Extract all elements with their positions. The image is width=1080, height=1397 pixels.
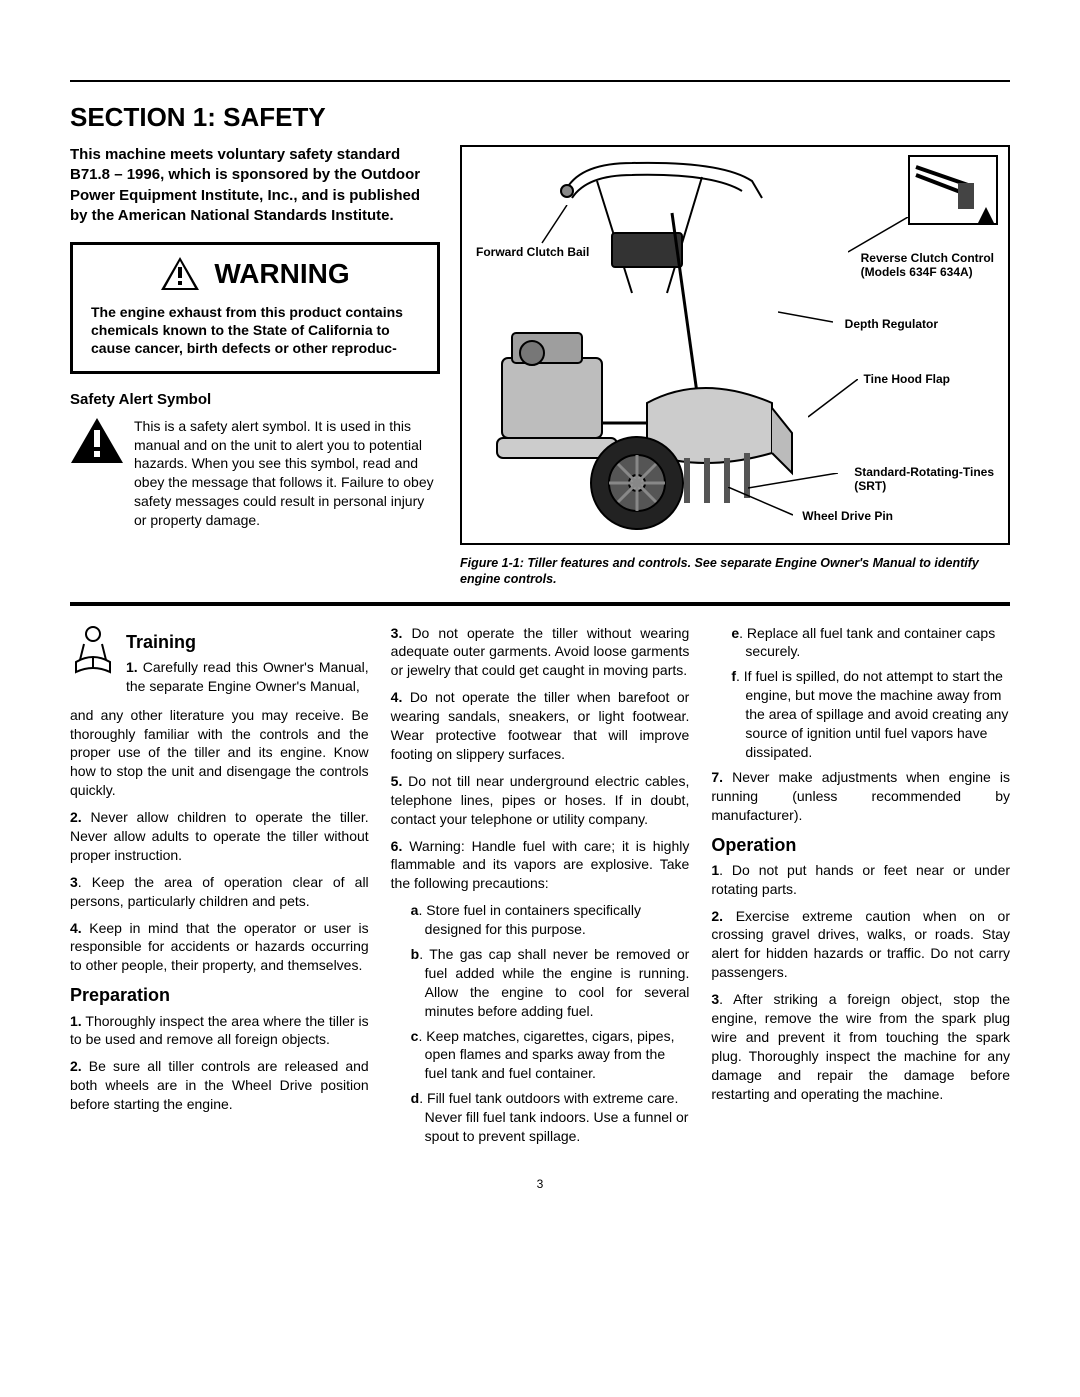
left-column: This machine meets voluntary safety stan… — [70, 145, 440, 588]
reverse-clutch-inset — [908, 155, 998, 225]
prep-p7: 7. Never make adjustments when engine is… — [711, 768, 1010, 825]
op-p1: 1. Do not put hands or feet near or unde… — [711, 861, 1010, 899]
prep-p5: 5. Do not till near underground electric… — [391, 772, 690, 829]
intro-text: This machine meets voluntary safety stan… — [70, 145, 440, 226]
body-columns: Training 1. Carefully read this Owner's … — [70, 624, 1010, 1152]
safety-alert-row: This is a safety alert symbol. It is use… — [70, 417, 440, 530]
column-2: 3. Do not operate the tiller without wea… — [391, 624, 690, 1152]
figure-caption: Figure 1-1: Tiller features and controls… — [460, 555, 1010, 588]
label-wheel-drive-pin: Wheel Drive Pin — [802, 509, 893, 523]
prep-sublist-cont: e. Replace all fuel tank and container c… — [711, 624, 1010, 762]
op-p3: 3. After striking a foreign object, stop… — [711, 990, 1010, 1103]
prep-p2: 2. Be sure all tiller controls are relea… — [70, 1057, 369, 1114]
page-number: 3 — [70, 1176, 1010, 1192]
leader-wheel-pin — [728, 487, 793, 517]
training-p2: 2. Never allow children to operate the t… — [70, 808, 369, 865]
training-p3: 3. Keep the area of operation clear of a… — [70, 873, 369, 911]
top-area: This machine meets voluntary safety stan… — [70, 145, 1010, 588]
read-manual-icon — [70, 624, 116, 679]
prep-p6b: b. The gas cap shall never be removed or… — [411, 945, 690, 1021]
figure-box: Forward Clutch Bail Reverse Clutch Contr… — [460, 145, 1010, 545]
prep-p6f: f. If fuel is spilled, do not attempt to… — [731, 667, 1010, 761]
label-tine-hood-flap: Tine Hood Flap — [864, 372, 950, 386]
leader-depth-regulator — [778, 307, 833, 327]
leader-forward-clutch — [537, 205, 577, 245]
leader-reverse-clutch — [848, 217, 908, 257]
warning-header: WARNING — [91, 255, 419, 293]
top-rule — [70, 80, 1010, 82]
label-srt-l2: (SRT) — [854, 479, 886, 493]
training-heading: Training — [126, 630, 369, 654]
training-p1a: 1. Carefully read this Owner's Manual, t… — [126, 658, 369, 696]
prep-p1: 1. Thoroughly inspect the area where the… — [70, 1012, 369, 1050]
prep-sublist: a. Store fuel in containers specifically… — [391, 901, 690, 1146]
warning-label: WARNING — [214, 255, 349, 293]
prep-p6: 6. Warning: Handle fuel with care; it is… — [391, 837, 690, 894]
column-1: Training 1. Carefully read this Owner's … — [70, 624, 369, 1152]
leader-tine-hood — [808, 379, 858, 419]
prep-p6c: c. Keep matches, cigarettes, cigars, pip… — [411, 1027, 690, 1084]
safety-alert-text: This is a safety alert symbol. It is use… — [134, 417, 440, 530]
warning-body: The engine exhaust from this product con… — [91, 303, 419, 358]
preparation-heading: Preparation — [70, 983, 369, 1007]
label-depth-regulator: Depth Regulator — [845, 317, 938, 331]
prep-p4: 4. Do not operate the tiller when barefo… — [391, 688, 690, 764]
prep-p3: 3. Do not operate the tiller without wea… — [391, 624, 690, 681]
label-forward-clutch: Forward Clutch Bail — [476, 245, 589, 259]
figure-column: Forward Clutch Bail Reverse Clutch Contr… — [460, 145, 1010, 588]
column-3: e. Replace all fuel tank and container c… — [711, 624, 1010, 1152]
warning-box: WARNING The engine exhaust from this pro… — [70, 242, 440, 374]
prep-p6a: a. Store fuel in containers specifically… — [411, 901, 690, 939]
prep-p6d: d. Fill fuel tank outdoors with extreme … — [411, 1089, 690, 1146]
training-p1b: and any other literature you may receive… — [70, 706, 369, 800]
label-srt-l1: Standard-Rotating-Tines — [854, 465, 994, 479]
safety-alert-heading: Safety Alert Symbol — [70, 390, 440, 410]
operation-heading: Operation — [711, 833, 1010, 857]
thick-rule — [70, 602, 1010, 606]
warning-triangle-icon — [160, 256, 200, 292]
section-title: SECTION 1: SAFETY — [70, 100, 1010, 135]
prep-p6e: e. Replace all fuel tank and container c… — [731, 624, 1010, 662]
label-reverse-clutch-l2: (Models 634F 634A) — [861, 265, 973, 279]
training-p4: 4. Keep in mind that the operator or use… — [70, 919, 369, 976]
safety-alert-icon — [70, 417, 124, 530]
op-p2: 2. Exercise extreme caution when on or c… — [711, 907, 1010, 983]
